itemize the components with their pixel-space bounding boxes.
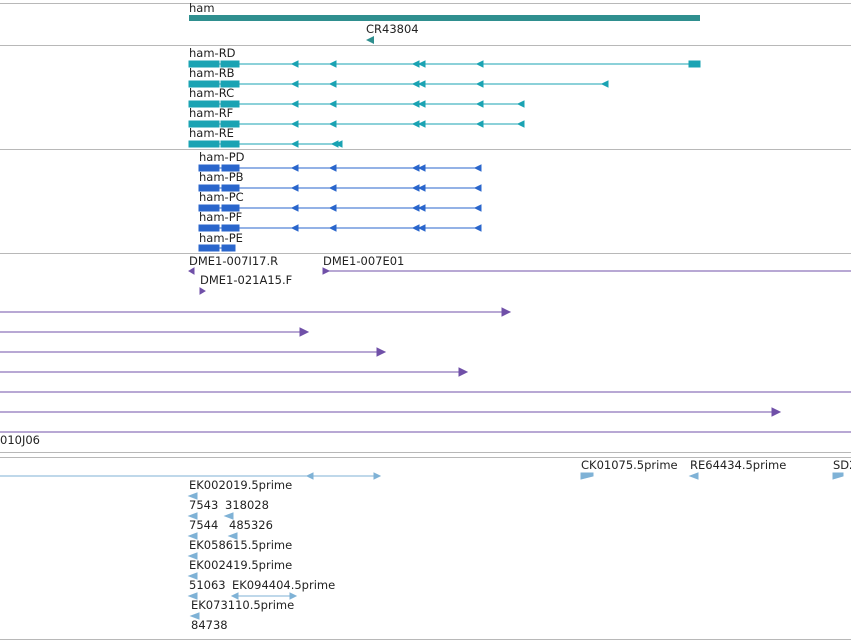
track-separator [0, 149, 851, 150]
est-label[interactable]: EK058615.5prime [189, 538, 293, 552]
transcript-ham-rd[interactable] [188, 60, 701, 68]
est-label[interactable]: SD2 [833, 458, 851, 472]
protein-label[interactable]: ham-PF [199, 210, 243, 224]
est-label[interactable]: EK073110.5prime [191, 598, 295, 612]
transcript-ham-rf[interactable] [188, 120, 525, 128]
transcript-label[interactable]: ham-RC [189, 86, 235, 100]
protein-label[interactable]: ham-PE [199, 231, 243, 245]
protein-ham-pb[interactable] [198, 184, 482, 192]
est-ck01075[interactable] [580, 472, 594, 480]
est-sd2[interactable] [832, 472, 844, 480]
clone-label[interactable]: DME1-007E01 [323, 254, 405, 268]
track-separator [0, 45, 851, 46]
transcript-ham-re[interactable] [188, 140, 343, 148]
transcript-label[interactable]: ham-RF [189, 106, 234, 120]
est-7543[interactable] [187, 512, 198, 520]
clone-label[interactable]: DME1-021A15.F [200, 273, 293, 287]
clone-features [0, 267, 851, 433]
transcript-ham-rc[interactable] [188, 100, 525, 108]
est-re64434[interactable] [688, 472, 699, 480]
clone-label[interactable]: 010J06 [0, 433, 40, 447]
gene-ham-bar[interactable] [189, 15, 700, 21]
ncrna-cr43804-arrow[interactable] [366, 36, 374, 44]
protein-label[interactable]: ham-PC [199, 190, 244, 204]
est-label[interactable]: 84738 [191, 618, 228, 632]
transcript-ham-rb[interactable] [188, 80, 609, 88]
protein-ham-pd[interactable] [198, 164, 482, 172]
est-label[interactable]: CK01075.5prime [581, 458, 678, 472]
protein-label[interactable]: ham-PB [199, 170, 244, 184]
track-separator [0, 639, 851, 640]
track-separator [0, 253, 851, 254]
est-ek058615[interactable] [187, 552, 198, 560]
est-label[interactable]: RE64434.5prime [690, 458, 787, 472]
est-ek002419[interactable] [187, 572, 198, 580]
gene-label[interactable]: ham [189, 1, 215, 15]
clone-dme1-021a15-f[interactable] [199, 287, 206, 295]
protein-ham-pf[interactable] [198, 224, 482, 232]
est-label[interactable]: 318028 [225, 498, 269, 512]
est-label[interactable]: EK094404.5prime [232, 578, 336, 592]
est-ek002019[interactable] [187, 492, 198, 500]
track-separator [0, 3, 851, 4]
est-label[interactable]: 51063 [189, 578, 226, 592]
clone-dme1-007i17-r[interactable] [188, 267, 195, 275]
est-51063[interactable] [187, 592, 198, 600]
est-label[interactable]: 7544 [189, 518, 219, 532]
clone-label[interactable]: DME1-007I17.R [189, 254, 279, 268]
transcript-label[interactable]: ham-RE [189, 126, 234, 140]
est-7544[interactable] [187, 532, 198, 540]
est-485326[interactable] [227, 532, 238, 540]
track-separator [0, 452, 851, 453]
protein-ham-pe[interactable] [198, 244, 236, 252]
est-318028[interactable] [223, 512, 234, 520]
protein-label[interactable]: ham-PD [199, 150, 245, 164]
est-label[interactable]: EK002019.5prime [189, 478, 293, 492]
est-features [0, 472, 844, 620]
transcript-label[interactable]: ham-RD [189, 46, 236, 60]
track-separator [0, 457, 851, 458]
transcript-label[interactable]: ham-RB [189, 66, 235, 80]
est-ek073110[interactable] [189, 612, 200, 620]
ncrna-label[interactable]: CR43804 [366, 22, 419, 36]
est-label[interactable]: 7543 [189, 498, 219, 512]
est-label[interactable]: EK002419.5prime [189, 558, 293, 572]
est-label[interactable]: 485326 [229, 518, 273, 532]
protein-ham-pc[interactable] [198, 204, 482, 212]
